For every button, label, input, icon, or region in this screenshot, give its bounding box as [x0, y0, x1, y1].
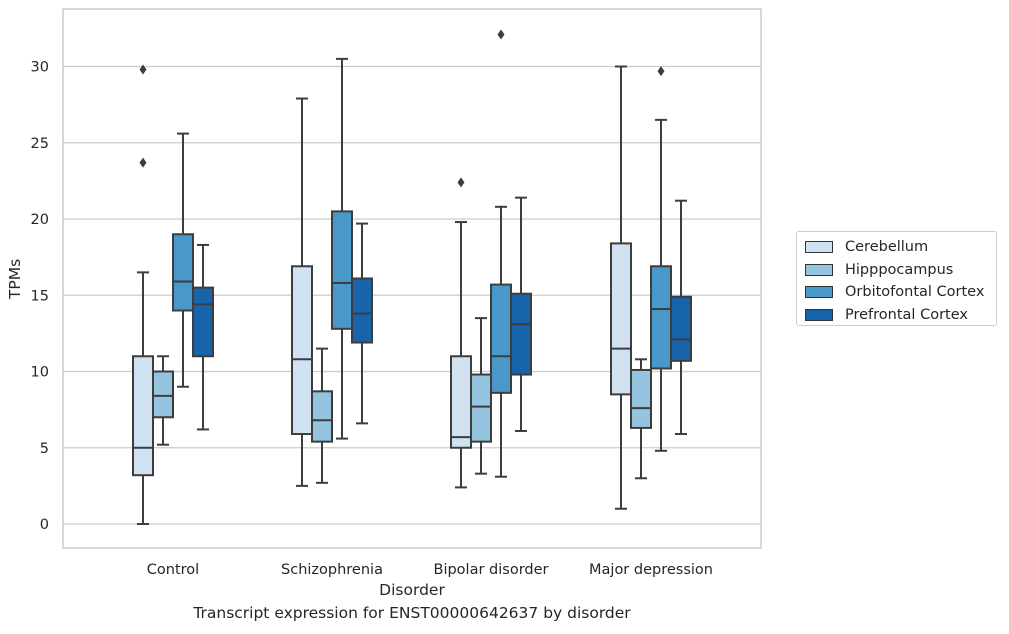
iqr-box: [490, 283, 512, 394]
x-axis-label: Disorder: [379, 581, 445, 599]
x-tick-label: Bipolar disorder: [434, 562, 549, 578]
x-tick-label: Control: [147, 562, 199, 578]
iqr-box: [510, 292, 532, 376]
box-orbitofontal-cortex: [490, 29, 512, 478]
iqr-box: [192, 286, 214, 358]
iqr-box: [331, 210, 353, 330]
legend-label: Hipppocampus: [845, 261, 954, 278]
legend-swatch: [805, 308, 833, 321]
box-prefrontal-cortex: [670, 199, 692, 436]
outlier-point: [657, 66, 665, 77]
box-cerebellum: [450, 177, 472, 489]
legend-swatch: [805, 241, 833, 254]
iqr-box: [152, 370, 174, 419]
iqr-box: [450, 355, 472, 449]
plot-frame: [62, 8, 762, 549]
box-cerebellum: [291, 97, 313, 487]
legend-label: Cerebellum: [845, 239, 929, 256]
iqr-box: [670, 295, 692, 362]
y-tick-label: 15: [31, 288, 49, 304]
box-cerebellum: [132, 64, 154, 525]
iqr-box: [311, 390, 333, 443]
box-hipppocampus: [470, 317, 492, 475]
box-orbitofontal-cortex: [650, 66, 672, 452]
y-tick-label: 25: [31, 136, 49, 152]
outlier-point: [497, 29, 505, 40]
iqr-box: [132, 355, 154, 477]
box-hipppocampus: [311, 347, 333, 484]
box-orbitofontal-cortex: [172, 132, 194, 388]
y-axis-label: TPMs: [6, 259, 24, 300]
y-tick-label: 5: [40, 441, 49, 457]
outlier-point: [457, 177, 465, 188]
legend-item: Orbitofontal Cortex: [805, 281, 996, 304]
y-tick-label: 30: [31, 60, 49, 76]
outlier-point: [139, 157, 147, 168]
legend: Cerebellum Hipppocampus Orbitofontal Corte…: [796, 231, 997, 326]
box-cerebellum: [610, 65, 632, 510]
box-groups: [132, 29, 692, 525]
legend-item: Prefrontal Cortex: [805, 304, 996, 327]
box-prefrontal-cortex: [351, 222, 373, 425]
legend-item: Hipppocampus: [805, 259, 996, 282]
box-hipppocampus: [152, 355, 174, 446]
legend-label: Prefrontal Cortex: [845, 306, 968, 323]
legend-label: Orbitofontal Cortex: [845, 284, 985, 301]
x-tick-label: Schizophrenia: [281, 562, 383, 578]
legend-item: Cerebellum: [805, 236, 996, 259]
x-tick-labels: Control Schizophrenia Bipolar disorder Majo…: [147, 562, 713, 578]
y-tick-label: 10: [31, 365, 49, 381]
box-prefrontal-cortex: [192, 243, 214, 431]
legend-swatch: [805, 263, 833, 276]
y-tick-label: 20: [31, 212, 49, 228]
y-tick-label: 0: [40, 517, 49, 533]
iqr-box: [650, 265, 672, 370]
x-tick-label: Major depression: [589, 562, 713, 578]
box-hipppocampus: [630, 358, 652, 480]
iqr-box: [172, 233, 194, 312]
outlier-point: [139, 64, 147, 75]
figure-caption: Transcript expression for ENST0000064263…: [193, 604, 631, 622]
iqr-box: [630, 368, 652, 429]
box-orbitofontal-cortex: [331, 57, 353, 440]
iqr-box: [610, 242, 632, 396]
iqr-box: [351, 277, 373, 344]
y-tick-labels: 0 5 10 15 20 25 30: [31, 60, 49, 534]
iqr-box: [291, 265, 313, 436]
box-prefrontal-cortex: [510, 196, 532, 432]
iqr-box: [470, 373, 492, 443]
legend-swatch: [805, 286, 833, 299]
